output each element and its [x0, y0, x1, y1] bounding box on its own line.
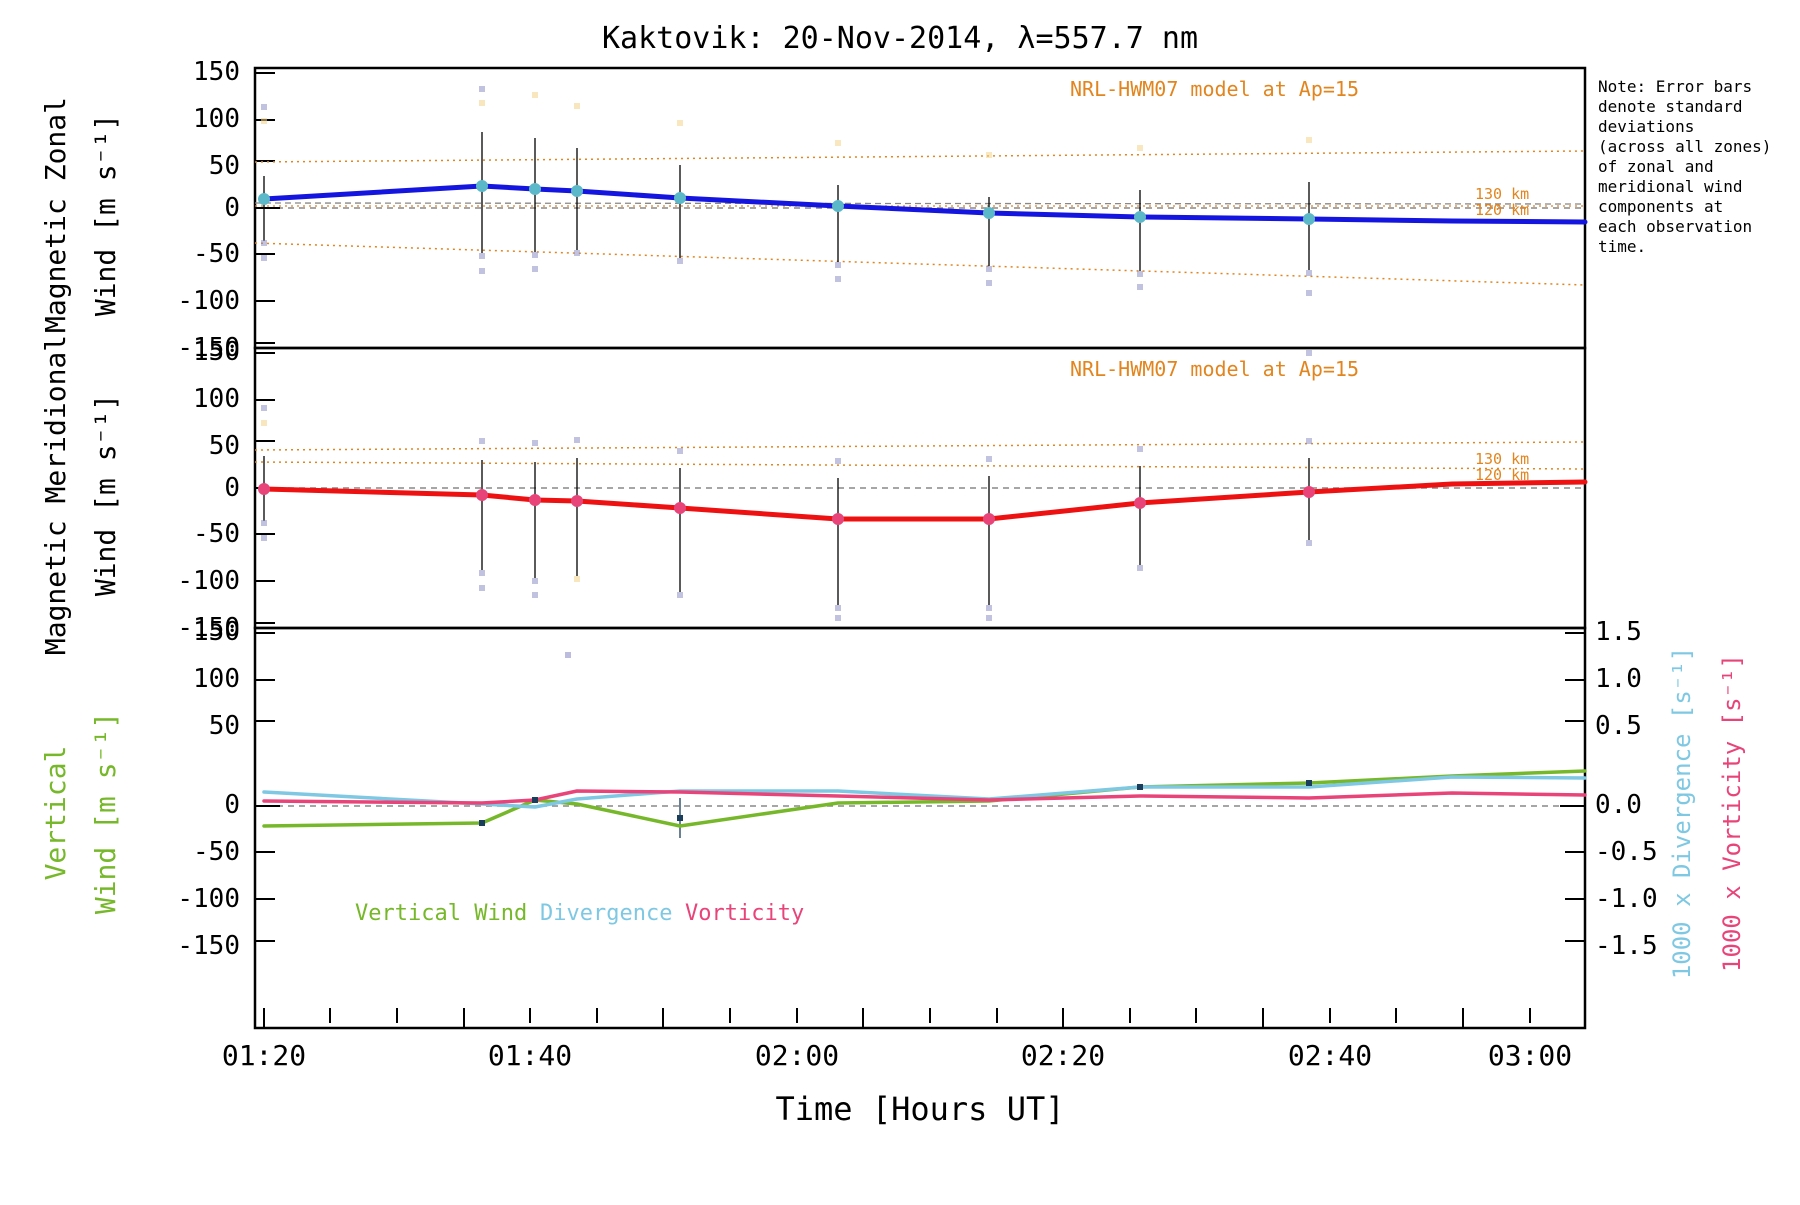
vorticity-axis-label: 1000 x Vorticity [s⁻¹] — [1718, 654, 1746, 972]
xaxis-title: Time [Hours UT] — [776, 1090, 1065, 1128]
svg-text:100: 100 — [193, 664, 240, 694]
svg-text:denote standard: denote standard — [1598, 97, 1743, 116]
svg-text:1.0: 1.0 — [1595, 664, 1642, 694]
zonal-120km-label: 120 km — [1475, 201, 1529, 219]
divergence-axis-label: 1000 x Divergence [s⁻¹] — [1668, 647, 1696, 979]
svg-text:150: 150 — [193, 57, 240, 87]
svg-text:0: 0 — [224, 473, 240, 503]
svg-text:components at: components at — [1598, 197, 1723, 216]
svg-text:0.0: 0.0 — [1595, 790, 1642, 820]
svg-text:50: 50 — [209, 431, 240, 461]
legend-divergence: Divergence — [540, 901, 672, 926]
meridional-model-label: NRL-HWM07 model at Ap=15 — [1070, 357, 1359, 381]
meridional-ylabel-line1: Magnetic Meridional — [39, 335, 72, 655]
svg-text:meridional wind: meridional wind — [1598, 177, 1743, 196]
svg-text:50: 50 — [209, 151, 240, 181]
svg-text:deviations: deviations — [1598, 117, 1694, 136]
svg-text:02:40: 02:40 — [1288, 1039, 1372, 1072]
svg-text:-50: -50 — [193, 239, 240, 269]
meridional-ylabel-line2: Wind [m s⁻¹] — [89, 394, 122, 596]
svg-text:-150: -150 — [177, 931, 240, 961]
svg-text:01:20: 01:20 — [222, 1039, 306, 1072]
svg-text:02:00: 02:00 — [755, 1039, 839, 1072]
svg-text:0: 0 — [224, 193, 240, 223]
svg-text:time.: time. — [1598, 237, 1646, 256]
svg-text:02:20: 02:20 — [1021, 1039, 1105, 1072]
svg-text:150: 150 — [193, 617, 240, 647]
svg-text:Note: Error bars: Note: Error bars — [1598, 77, 1752, 96]
svg-text:each observation: each observation — [1598, 217, 1752, 236]
zonal-ylabel-line2: Wind [m s⁻¹] — [89, 114, 122, 316]
scientific-chart-page: Kaktovik: 20-Nov-2014, λ=557.7 nm Note: … — [0, 0, 1800, 1200]
svg-text:of zonal and: of zonal and — [1598, 157, 1714, 176]
svg-text:(across all zones): (across all zones) — [1598, 137, 1771, 156]
svg-text:-0.5: -0.5 — [1595, 837, 1658, 867]
svg-text:1.5: 1.5 — [1595, 617, 1642, 647]
vertical-ylabel-line2: Wind [m s⁻¹] — [89, 712, 122, 914]
svg-text:100: 100 — [193, 104, 240, 134]
vertical-ylabel-line1: Vertical — [39, 746, 72, 881]
svg-text:-100: -100 — [177, 566, 240, 596]
svg-text:150: 150 — [193, 337, 240, 367]
zonal-ylabel-line1: Magnetic Zonal — [39, 97, 72, 333]
svg-text:-100: -100 — [177, 884, 240, 914]
svg-text:-1.0: -1.0 — [1595, 884, 1658, 914]
svg-text:0.5: 0.5 — [1595, 711, 1642, 741]
svg-text:100: 100 — [193, 384, 240, 414]
svg-text:-50: -50 — [193, 837, 240, 867]
legend-vertical-wind: Vertical Wind — [355, 901, 527, 926]
vertical-panel-legend: Vertical Wind Divergence Vorticity — [355, 901, 804, 926]
svg-text:-1.5: -1.5 — [1595, 931, 1658, 961]
zonal-model-label: NRL-HWM07 model at Ap=15 — [1070, 77, 1359, 101]
svg-text:0: 0 — [224, 790, 240, 820]
svg-text:01:40: 01:40 — [488, 1039, 572, 1072]
svg-text:-100: -100 — [177, 286, 240, 316]
svg-text:-50: -50 — [193, 519, 240, 549]
wind-chart-svg: Kaktovik: 20-Nov-2014, λ=557.7 nm Note: … — [0, 0, 1800, 1200]
svg-text:50: 50 — [209, 711, 240, 741]
svg-text:03:00: 03:00 — [1488, 1039, 1572, 1072]
legend-vorticity: Vorticity — [685, 901, 804, 926]
chart-title: Kaktovik: 20-Nov-2014, λ=557.7 nm — [602, 21, 1198, 56]
